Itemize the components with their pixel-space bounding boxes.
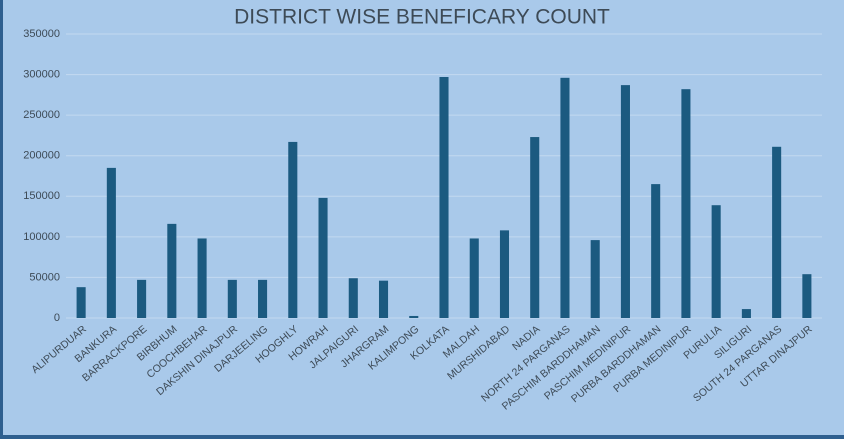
bar xyxy=(560,77,570,319)
y-tick-label: 250000 xyxy=(23,109,60,121)
bar xyxy=(258,279,268,318)
chart-title: DISTRICT WISE BENEFICARY COUNT xyxy=(234,6,610,29)
border-left xyxy=(0,0,3,439)
bar xyxy=(348,278,358,318)
bar xyxy=(288,141,298,318)
bar xyxy=(106,167,116,318)
bar xyxy=(409,315,419,318)
y-tick-label: 300000 xyxy=(23,68,60,80)
bar xyxy=(681,89,691,318)
bar xyxy=(137,279,147,318)
bar xyxy=(499,230,510,318)
y-tick-label: 150000 xyxy=(23,190,60,202)
bar xyxy=(620,85,630,319)
bar xyxy=(439,77,449,319)
y-tick-label: 50000 xyxy=(29,271,60,283)
bar xyxy=(76,287,86,318)
y-tick-label: 100000 xyxy=(23,231,60,243)
y-tick-label: 350000 xyxy=(23,28,60,40)
border-bottom xyxy=(0,435,844,439)
bar xyxy=(741,309,751,318)
bar xyxy=(167,223,177,318)
bar xyxy=(530,137,540,318)
bar xyxy=(802,274,812,318)
y-tick-label: 200000 xyxy=(23,150,60,162)
bar xyxy=(590,240,600,318)
bar xyxy=(772,146,782,318)
y-tick-label: 0 xyxy=(54,312,60,324)
bar xyxy=(227,279,237,318)
bar xyxy=(469,238,479,318)
bar xyxy=(197,238,207,318)
bar xyxy=(318,197,328,318)
bar xyxy=(378,280,389,318)
bar xyxy=(651,184,661,318)
bar xyxy=(711,205,721,318)
